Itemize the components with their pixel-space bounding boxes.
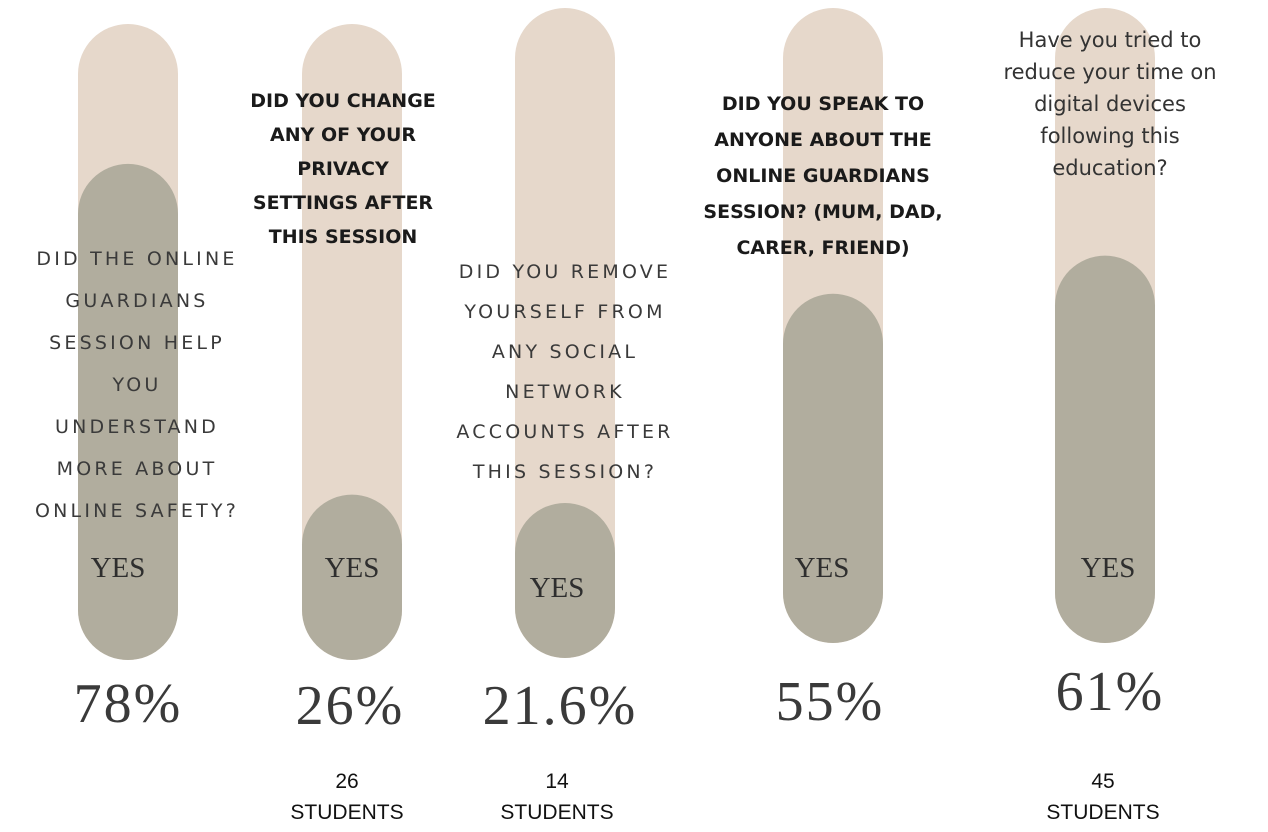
value-label-2: 26% — [295, 675, 405, 737]
question-2-line: ANY OF YOUR — [269, 124, 417, 146]
question-2-line: THIS SESSION — [268, 226, 418, 248]
question-5-line: education? — [1052, 156, 1168, 180]
bar-fill-3 — [515, 503, 615, 658]
answer-label-4: YES — [794, 552, 850, 584]
value-label-3: 21.6% — [482, 675, 638, 737]
value-label-4: 55% — [775, 671, 885, 733]
student-count-5-number: 45 — [1091, 770, 1115, 793]
bar-fill-1 — [78, 163, 178, 661]
question-4-line: CARER, FRIEND) — [736, 237, 910, 259]
question-3-line: ACCOUNTS AFTER — [456, 421, 674, 443]
question-1-line: YOU — [112, 374, 162, 396]
question-3: DID YOU REMOVE YOURSELF FROM ANY SOCIAL … — [425, 252, 705, 492]
question-5-line: Have you tried to — [1018, 28, 1202, 52]
answer-label-2: YES — [324, 552, 380, 584]
question-1-line: GUARDIANS — [65, 290, 209, 312]
question-5-line: reduce your time on — [1003, 60, 1217, 84]
value-label-1: 78% — [73, 673, 183, 735]
question-2-line: SETTINGS AFTER — [252, 192, 434, 214]
question-1: DID THE ONLINE GUARDIANS SESSION HELP YO… — [2, 238, 272, 532]
bar-track-3 — [515, 8, 615, 658]
question-1-line: SESSION HELP — [49, 332, 225, 354]
bar-fill-4 — [783, 293, 883, 643]
bar-track-2 — [302, 24, 402, 660]
student-count-3-unit: STUDENTS — [500, 801, 614, 824]
student-count-5-unit: STUDENTS — [1046, 801, 1160, 824]
student-count-2-unit: STUDENTS — [290, 801, 404, 824]
question-4: DID YOU SPEAK TO ANYONE ABOUT THE ONLINE… — [668, 86, 978, 266]
question-4-line: ONLINE GUARDIANS — [716, 165, 930, 187]
question-4-line: ANYONE ABOUT THE — [714, 129, 932, 151]
question-3-line: YOURSELF FROM — [464, 301, 666, 323]
answer-label-5: YES — [1080, 552, 1136, 584]
bar-fill-2 — [302, 494, 402, 660]
student-count-2: 26 STUDENTS — [272, 766, 422, 828]
question-3-line: NETWORK — [505, 381, 625, 403]
question-1-line: DID THE ONLINE — [36, 248, 238, 270]
question-3-line: DID YOU REMOVE — [458, 261, 672, 283]
value-label-5: 61% — [1055, 661, 1165, 723]
question-5: Have you tried to reduce your time on di… — [960, 24, 1260, 184]
student-count-5: 45 STUDENTS — [1028, 766, 1178, 828]
question-3-line: THIS SESSION? — [472, 461, 658, 483]
bar-fill-5 — [1055, 255, 1155, 643]
question-1-line: ONLINE SAFETY? — [34, 500, 240, 522]
question-1-line: MORE ABOUT — [56, 458, 218, 480]
question-5-line: following this — [1040, 124, 1180, 148]
question-3-line: ANY SOCIAL — [491, 341, 639, 363]
question-2-line: DID YOU CHANGE — [250, 90, 436, 112]
question-4-line: SESSION? (MUM, DAD, — [703, 201, 943, 223]
student-count-2-number: 26 — [335, 770, 359, 793]
question-5-line: digital devices — [1034, 92, 1186, 116]
question-1-line: UNDERSTAND — [55, 416, 219, 438]
question-4-line: DID YOU SPEAK TO — [721, 93, 925, 115]
answer-label-1: YES — [90, 552, 146, 584]
student-count-3-number: 14 — [545, 770, 569, 793]
student-count-3: 14 STUDENTS — [482, 766, 632, 828]
question-2-line: PRIVACY — [297, 158, 389, 180]
question-2: DID YOU CHANGE ANY OF YOUR PRIVACY SETTI… — [218, 84, 468, 254]
answer-label-3: YES — [529, 572, 585, 604]
